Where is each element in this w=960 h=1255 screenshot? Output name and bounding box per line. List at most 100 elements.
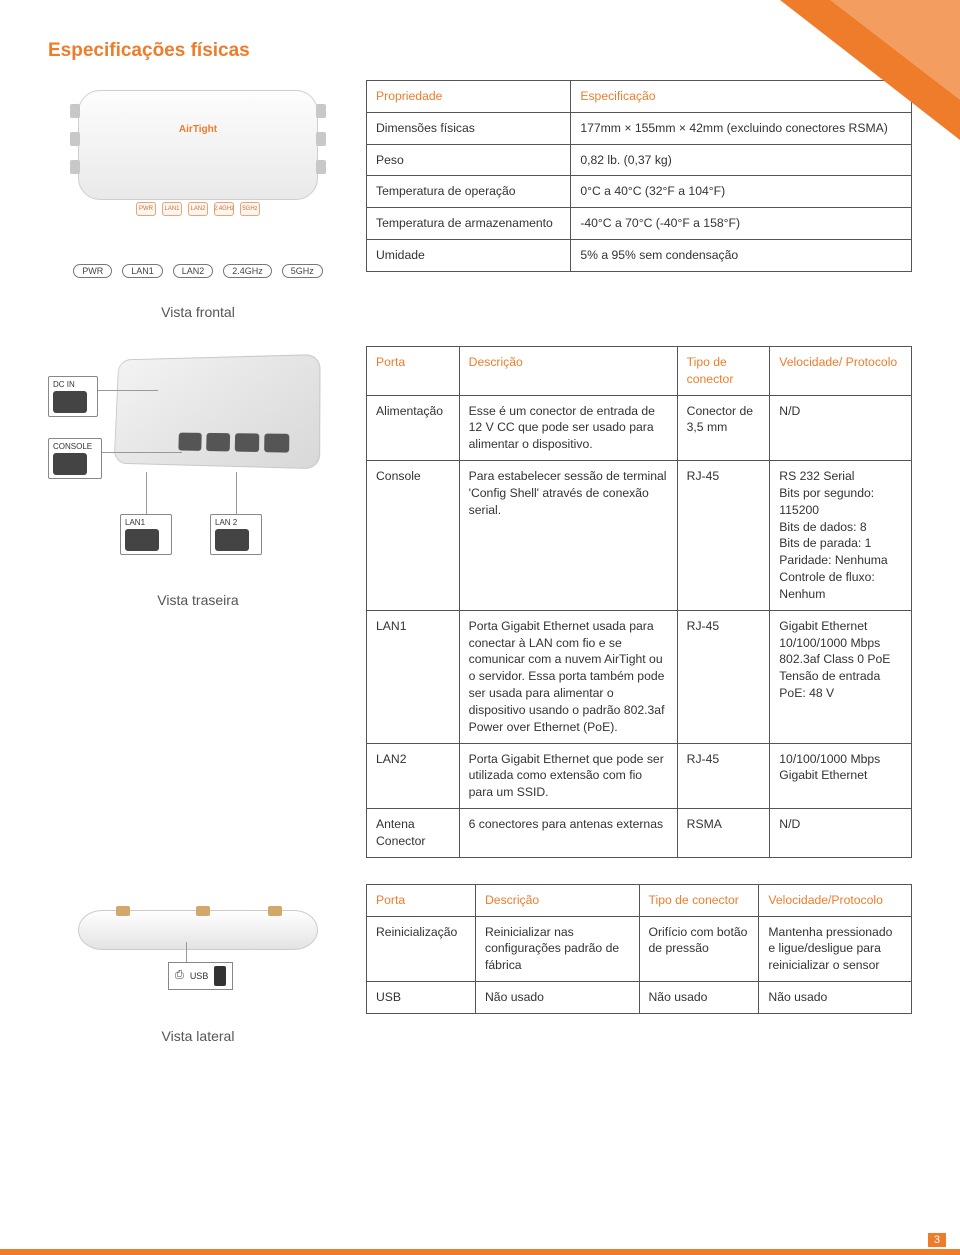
cell: RJ-45 [677, 461, 770, 611]
cell: RJ-45 [677, 610, 770, 743]
rear-caption: Vista traseira [157, 592, 238, 608]
table-row: ReinicializaçãoReinicializar nas configu… [367, 916, 912, 981]
callout-dcin: DC IN [48, 376, 98, 417]
corner-accent [780, 0, 960, 140]
cell: Reinicializar nas configurações padrão d… [476, 916, 640, 981]
led: 2.4GHz [214, 202, 234, 216]
cell: RSMA [677, 809, 770, 858]
led-label: PWR [73, 264, 112, 278]
table-row: LAN2Porta Gigabit Ethernet que pode ser … [367, 743, 912, 808]
cell: N/D [770, 809, 912, 858]
th-tipo: Tipo de conector [639, 884, 759, 916]
th-desc: Descrição [459, 347, 677, 396]
footer-bar [0, 1249, 960, 1255]
side-caption: Vista lateral [162, 1028, 235, 1044]
cell: USB [367, 982, 476, 1014]
cell: Temperatura de operação [367, 176, 571, 208]
cell: 0°C a 40°C (32°F a 104°F) [571, 176, 912, 208]
th-vel: Velocidade/Protocolo [759, 884, 912, 916]
table-row: Antena Conector6 conectores para antenas… [367, 809, 912, 858]
led: LAN1 [162, 202, 182, 216]
table-row: Porta Descrição Tipo de conector Velocid… [367, 347, 912, 396]
th-prop: Propriedade [367, 81, 571, 113]
cell: Alimentação [367, 395, 460, 460]
cell: RS 232 Serial Bits por segundo: 115200 B… [770, 461, 912, 611]
cell: Mantenha pressionado e ligue/desligue pa… [759, 916, 912, 981]
cell: Gigabit Ethernet 10/100/1000 Mbps 802.3a… [770, 610, 912, 743]
table-row: Umidade5% a 95% sem condensação [367, 240, 912, 272]
led-label: LAN2 [173, 264, 214, 278]
table3-col: Porta Descrição Tipo de conector Velocid… [366, 884, 912, 1014]
callout-label: CONSOLE [53, 442, 92, 451]
device-top: AirTight PWR LAN1 LAN2 2.4GHz 5GHz [68, 80, 328, 230]
table-row: Temperatura de operação0°C a 40°C (32°F … [367, 176, 912, 208]
led-label: 5GHz [282, 264, 323, 278]
table-row: USBNão usadoNão usadoNão usado [367, 982, 912, 1014]
device-side-illustration: ⎙ USB Vista lateral [48, 884, 348, 1044]
th-tipo: Tipo de conector [677, 347, 770, 396]
cell: Porta Gigabit Ethernet usada para conect… [459, 610, 677, 743]
cell: Peso [367, 144, 571, 176]
cell: 6 conectores para antenas externas [459, 809, 677, 858]
row-side: ⎙ USB Vista lateral Porta Descrição Tipo… [48, 884, 912, 1044]
cell: 0,82 lb. (0,37 kg) [571, 144, 912, 176]
cell: RJ-45 [677, 743, 770, 808]
side-table: Porta Descrição Tipo de conector Velocid… [366, 884, 912, 1014]
cell: Temperatura de armazenamento [367, 208, 571, 240]
table-row: Porta Descrição Tipo de conector Velocid… [367, 884, 912, 916]
front-led-labels: PWR LAN1 LAN2 2.4GHz 5GHz [73, 264, 323, 278]
device-rear-illustration: DC IN CONSOLE LAN1 LAN 2 Vista traseira [48, 346, 348, 608]
th-porta: Porta [367, 884, 476, 916]
callout-label: LAN 2 [215, 518, 237, 527]
cell: Conector de 3,5 mm [677, 395, 770, 460]
cell: Não usado [639, 982, 759, 1014]
led: LAN2 [188, 202, 208, 216]
cell: Esse é um conector de entrada de 12 V CC… [459, 395, 677, 460]
device-top-illustration: AirTight PWR LAN1 LAN2 2.4GHz 5GHz PWR L… [48, 80, 348, 320]
led-label: 2.4GHz [223, 264, 272, 278]
cell: Orifício com botão de pressão [639, 916, 759, 981]
cell: Porta Gigabit Ethernet que pode ser util… [459, 743, 677, 808]
callout-lan1: LAN1 [120, 514, 172, 555]
callout-label: DC IN [53, 380, 75, 389]
callout-lan2: LAN 2 [210, 514, 262, 555]
table-row: ConsolePara estabelecer sessão de termin… [367, 461, 912, 611]
led: 5GHz [240, 202, 260, 216]
callout-label: LAN1 [125, 518, 145, 527]
cell: LAN1 [367, 610, 460, 743]
callout-console: CONSOLE [48, 438, 102, 479]
device-rear: DC IN CONSOLE LAN1 LAN 2 [48, 346, 348, 586]
device-top-leds: PWR LAN1 LAN2 2.4GHz 5GHz [136, 202, 260, 216]
cell: Umidade [367, 240, 571, 272]
cell: Dimensões físicas [367, 112, 571, 144]
cell: N/D [770, 395, 912, 460]
th-vel: Velocidade/ Protocolo [770, 347, 912, 396]
table-row: AlimentaçãoEsse é um conector de entrada… [367, 395, 912, 460]
led-label: LAN1 [122, 264, 163, 278]
cell: Para estabelecer sessão de terminal 'Con… [459, 461, 677, 611]
device-side: ⎙ USB [68, 884, 328, 1004]
th-desc: Descrição [476, 884, 640, 916]
cell: 5% a 95% sem condensação [571, 240, 912, 272]
table-row: LAN1Porta Gigabit Ethernet usada para co… [367, 610, 912, 743]
cell: Não usado [759, 982, 912, 1014]
cell: -40°C a 70°C (-40°F a 158°F) [571, 208, 912, 240]
page: Especificações físicas AirTight PWR LAN1… [0, 0, 960, 1255]
table2-col: Porta Descrição Tipo de conector Velocid… [366, 346, 912, 858]
callout-usb: ⎙ USB [168, 962, 233, 990]
usb-icon: ⎙ [175, 969, 184, 982]
cell: Antena Conector [367, 809, 460, 858]
table-row: Peso0,82 lb. (0,37 kg) [367, 144, 912, 176]
th-porta: Porta [367, 347, 460, 396]
cell: LAN2 [367, 743, 460, 808]
cell: Console [367, 461, 460, 611]
cell: 10/100/1000 Mbps Gigabit Ethernet [770, 743, 912, 808]
page-number: 3 [928, 1233, 946, 1247]
cell: Reinicialização [367, 916, 476, 981]
callout-label: USB [190, 971, 209, 981]
table-row: Temperatura de armazenamento-40°C a 70°C… [367, 208, 912, 240]
device-logo: AirTight [179, 124, 217, 135]
cell: Não usado [476, 982, 640, 1014]
ports-table: Porta Descrição Tipo de conector Velocid… [366, 346, 912, 858]
front-caption: Vista frontal [161, 304, 235, 320]
